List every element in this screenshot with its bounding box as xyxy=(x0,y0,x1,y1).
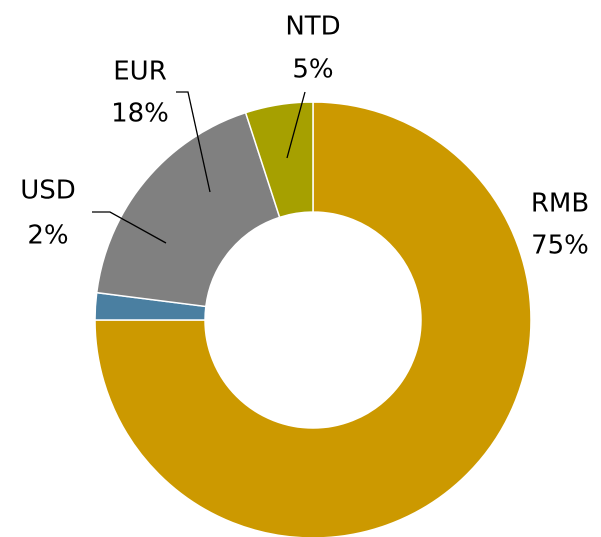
category-label: RMB xyxy=(531,189,589,219)
category-label: USD xyxy=(20,176,76,206)
leader-line xyxy=(176,91,211,193)
donut-slice xyxy=(244,101,314,219)
value-label: 5% xyxy=(292,55,333,85)
value-label: 75% xyxy=(531,231,589,261)
leader-line xyxy=(286,91,306,159)
value-label: 18% xyxy=(111,99,169,129)
donut-slice xyxy=(94,101,532,537)
donut-slice xyxy=(95,111,281,308)
leader-line xyxy=(92,211,167,244)
category-label: EUR xyxy=(113,57,167,87)
value-label: 2% xyxy=(27,221,68,251)
category-label: NTD xyxy=(285,12,340,42)
slices xyxy=(94,101,532,537)
